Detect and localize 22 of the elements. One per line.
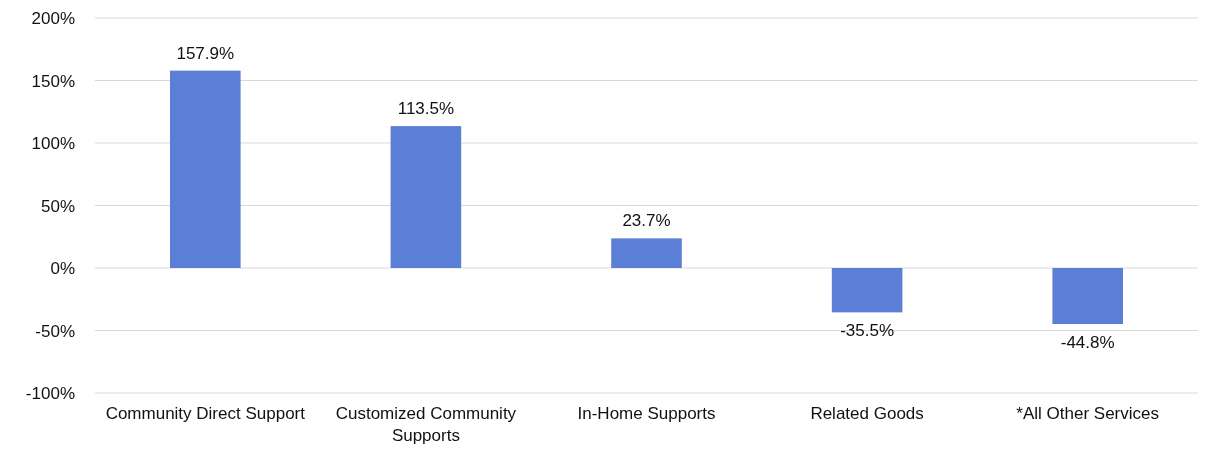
y-tick-label: 100% [31, 134, 75, 153]
y-tick-label: 50% [40, 196, 75, 216]
bar [611, 238, 682, 268]
y-tick-label: 0% [50, 259, 75, 278]
x-tick-label: Customized Community Supports [335, 404, 517, 445]
x-tick-label: *All Other Services [1016, 404, 1160, 423]
x-tick-label: In-Home Supports [577, 404, 716, 423]
data-label: -44.8% [1060, 333, 1115, 352]
y-tick-label: -50% [35, 321, 75, 341]
bar [831, 268, 903, 313]
x-tick-label: Community Direct Support [105, 404, 306, 423]
data-label: 157.9% [176, 43, 235, 63]
bar [390, 126, 462, 268]
bar [1052, 268, 1123, 324]
data-label: 113.5% [397, 99, 455, 119]
x-tick-label: Related Goods [810, 404, 924, 423]
data-label: -35.5% [840, 321, 895, 341]
bar [170, 70, 241, 268]
y-tick-label: 200% [31, 9, 75, 28]
y-tick-label: 150% [31, 71, 75, 91]
y-tick-label: -100% [25, 384, 75, 403]
data-label: 23.7% [622, 211, 671, 231]
